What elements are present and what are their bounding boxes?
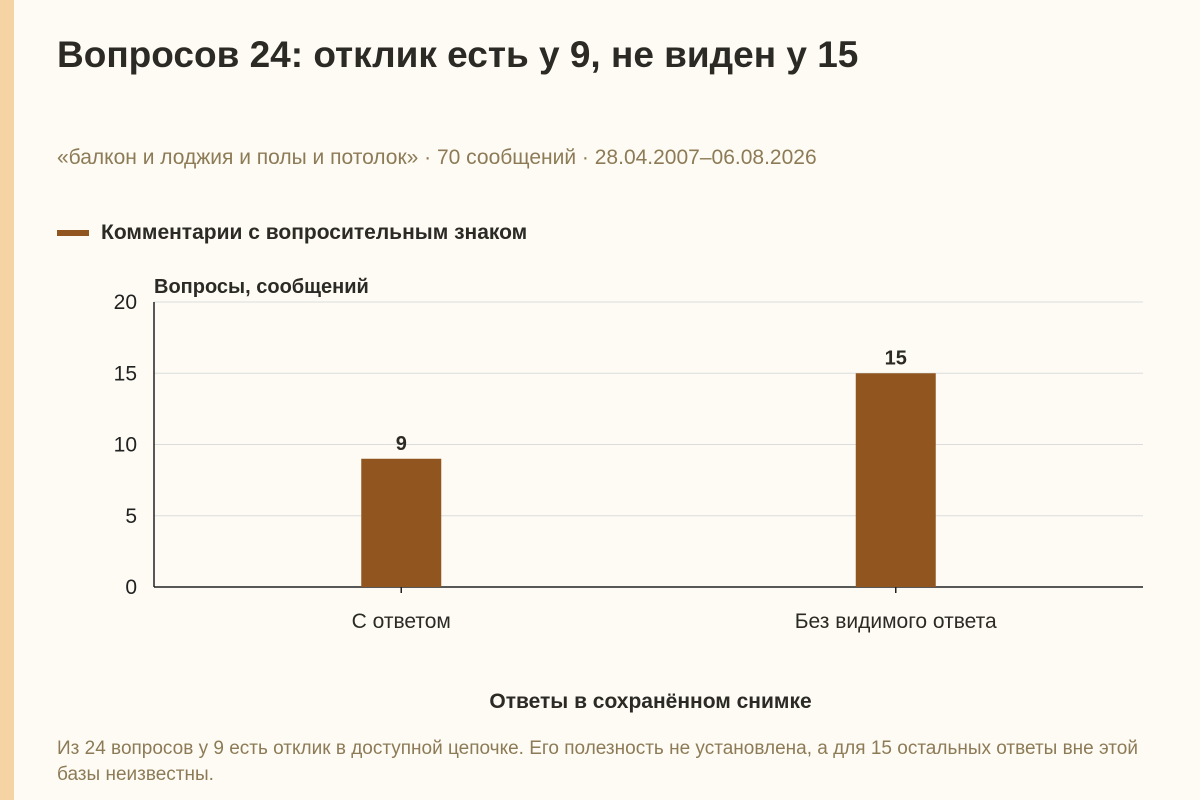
y-tick-label: 15 xyxy=(114,362,137,385)
x-axis-label: Ответы в сохранённом снимке xyxy=(489,690,811,713)
y-tick-label: 0 xyxy=(125,576,137,599)
legend-swatch xyxy=(57,230,89,236)
footnote: Из 24 вопросов у 9 есть отклик в доступн… xyxy=(57,738,1138,785)
accent-stripe xyxy=(0,0,14,800)
legend: Комментарии с вопросительным знаком xyxy=(57,219,527,247)
y-axis-label: Вопросы, сообщений xyxy=(154,276,369,298)
x-tick-label: С ответом xyxy=(352,610,451,633)
x-tick-label: Без видимого ответа xyxy=(795,610,997,633)
bar-data-label: 9 xyxy=(396,433,407,455)
legend-label: Комментарии с вопросительным знаком xyxy=(101,221,528,244)
chart-title: Вопросов 24: отклик есть у 9, не виден у… xyxy=(57,34,859,75)
y-tick-label: 20 xyxy=(114,291,137,314)
y-tick-label: 5 xyxy=(125,505,137,528)
chart-subtitle: «балкон и лоджия и полы и потолок» · 70 … xyxy=(57,146,817,169)
bar-data-label: 15 xyxy=(885,347,907,369)
y-tick-label: 10 xyxy=(114,434,137,457)
bar xyxy=(361,458,442,587)
bar xyxy=(855,373,936,587)
